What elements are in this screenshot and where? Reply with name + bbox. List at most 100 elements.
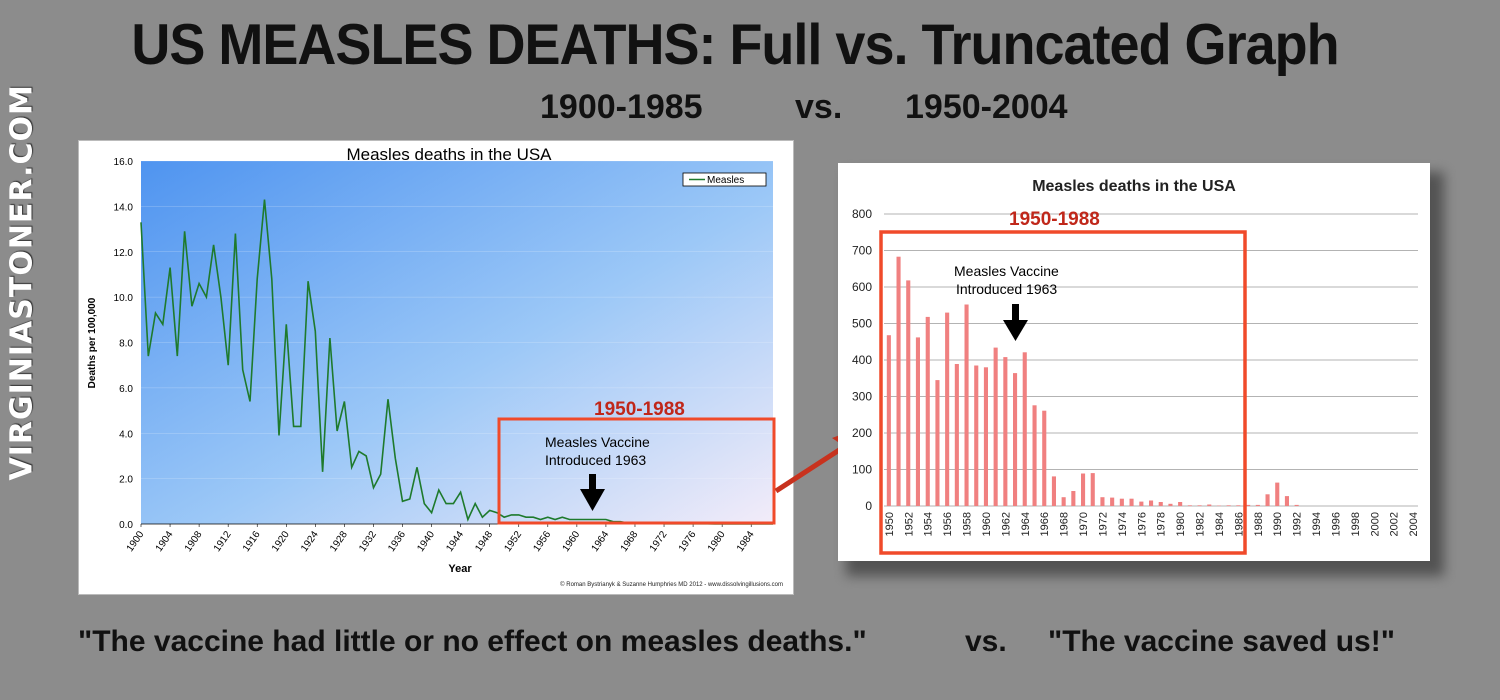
bar-1968 xyxy=(1061,497,1066,506)
y-tick-label: 16.0 xyxy=(114,157,134,168)
bar-1958 xyxy=(964,304,969,506)
x-tick-label: 1980 xyxy=(1175,512,1187,536)
x-tick-label: 1966 xyxy=(1039,512,1051,536)
y-tick-label: 2.0 xyxy=(119,475,133,486)
bar-1955 xyxy=(935,380,940,506)
full-graph-panel: 0.0 2.0 4.0 6.0 8.0 10.0 12.0 14.0 16.0 1900 1904… xyxy=(78,140,794,595)
bar-1976 xyxy=(1139,501,1144,506)
highlight-box xyxy=(879,230,1247,555)
bar-1961 xyxy=(993,347,998,506)
bar-1960 xyxy=(983,367,988,506)
bar-1969 xyxy=(1071,491,1076,506)
bar-1974 xyxy=(1119,498,1124,506)
bar-1983 xyxy=(1207,504,1212,506)
y-tick-label: 10.0 xyxy=(114,293,134,304)
x-tick-label: 1984 xyxy=(1214,512,1226,536)
y-tick-label: 0 xyxy=(865,499,872,513)
x-tick-label: 1988 xyxy=(1253,512,1265,536)
y-tick-label: 100 xyxy=(852,463,872,477)
x-tick-label: 1962 xyxy=(1000,512,1012,536)
y-tick-label: 14.0 xyxy=(114,202,134,213)
x-tick-label: 1990 xyxy=(1272,512,1284,536)
subtitle-right: 1950-2004 xyxy=(905,88,1068,126)
bar-1962 xyxy=(1003,357,1008,506)
y-tick-label: 0.0 xyxy=(119,520,133,531)
y-axis-label: Deaths per 100,000 xyxy=(87,297,98,388)
bar-1951 xyxy=(896,256,901,506)
chart-title: Measles deaths in the USA xyxy=(1032,178,1236,195)
bar-1977 xyxy=(1149,500,1154,506)
bar-1981 xyxy=(1187,505,1192,506)
bar-1979 xyxy=(1168,503,1173,506)
y-tick-label: 300 xyxy=(852,390,872,404)
y-tick-label: 4.0 xyxy=(119,429,133,440)
bar-1985 xyxy=(1226,505,1231,506)
y-tick-label: 800 xyxy=(852,207,872,221)
caption-vs: vs. xyxy=(965,625,1007,658)
bar-1953 xyxy=(915,337,920,506)
x-tick-label: 1970 xyxy=(1078,512,1090,536)
x-tick-label: 2004 xyxy=(1408,512,1420,536)
annotation-line-2: Introduced 1963 xyxy=(956,281,1057,297)
x-tick-label: 1958 xyxy=(962,512,974,536)
x-tick-label: 1964 xyxy=(1020,512,1032,536)
x-tick-label: 1974 xyxy=(1117,512,1129,536)
x-tick-label: 1976 xyxy=(1136,512,1148,536)
x-tick-label: 2002 xyxy=(1389,512,1401,536)
bar-1966 xyxy=(1042,410,1047,506)
full-graph-chart: 0.02.04.06.08.010.012.014.016.0 1900 1904… xyxy=(87,145,783,588)
plot-area xyxy=(141,161,773,524)
x-tick-label: 1994 xyxy=(1311,512,1323,536)
bar-1967 xyxy=(1051,476,1056,506)
y-tick-label: 400 xyxy=(852,353,872,367)
bar-1959 xyxy=(974,365,979,506)
vaccine-arrow xyxy=(1003,304,1028,341)
annotation-line-2: Introduced 1963 xyxy=(545,452,646,468)
bar-1952 xyxy=(906,280,911,506)
bar-1964 xyxy=(1022,352,1027,506)
bar-1982 xyxy=(1197,505,1202,506)
x-tick-label: 1956 xyxy=(942,512,954,536)
x-tick-label: 1986 xyxy=(1233,512,1245,536)
highlight-label: 1950-1988 xyxy=(594,399,685,420)
x-tick-label: 1968 xyxy=(1059,512,1071,536)
x-tick-label: 1972 xyxy=(1097,512,1109,536)
annotation-line-1: Measles Vaccine xyxy=(545,434,650,450)
annotation-line-1: Measles Vaccine xyxy=(954,263,1059,279)
bar-1988 xyxy=(1255,504,1260,506)
bar-1991 xyxy=(1284,496,1289,506)
headline: US MEASLES DEATHS: Full vs. Truncated Gr… xyxy=(131,13,1339,77)
bar-1950 xyxy=(886,335,891,506)
bar-1990 xyxy=(1275,482,1280,506)
bar-1972 xyxy=(1100,497,1105,506)
chart-title: Measles deaths in the USA xyxy=(346,145,552,164)
y-tick-label: 12.0 xyxy=(114,248,134,259)
y-tick-label: 700 xyxy=(852,244,872,258)
bar-1987 xyxy=(1246,504,1251,506)
subtitle-vs: vs. xyxy=(795,88,843,126)
x-tick-label: 2000 xyxy=(1369,512,1381,536)
x-tick-label: 1982 xyxy=(1195,512,1207,536)
bar-1986 xyxy=(1236,505,1241,506)
bar-1992 xyxy=(1294,504,1299,506)
truncated-graph-chart: 0 100 200 300 400 500 600 700 800 1950 1952 1954 19… xyxy=(852,178,1420,555)
x-tick-label: 1952 xyxy=(903,512,915,536)
vaccine-arrow xyxy=(580,474,605,511)
bar-1973 xyxy=(1110,497,1115,506)
caption-left: "The vaccine had little or no effect on … xyxy=(78,625,867,658)
caption-right: "The vaccine saved us!" xyxy=(1048,625,1395,658)
bar-1971 xyxy=(1090,473,1095,506)
x-axis-label: Year xyxy=(448,563,472,575)
legend-box xyxy=(682,172,767,187)
bar-1975 xyxy=(1129,498,1134,506)
x-tick-label: 1992 xyxy=(1292,512,1304,536)
highlight-label: 1950-1988 xyxy=(1009,209,1100,230)
truncated-graph-panel: 0 100 200 300 400 500 600 700 800 1950 1952 1954 19… xyxy=(838,163,1430,561)
bar-1957 xyxy=(954,364,959,506)
bar-1970 xyxy=(1081,473,1086,506)
y-tick-label: 600 xyxy=(852,280,872,294)
bar-1978 xyxy=(1158,502,1163,506)
credit: © Roman Bystrianyk & Suzanne Humphries M… xyxy=(560,581,783,588)
x-tick-label: 1954 xyxy=(923,512,935,536)
bar-1989 xyxy=(1265,494,1270,506)
